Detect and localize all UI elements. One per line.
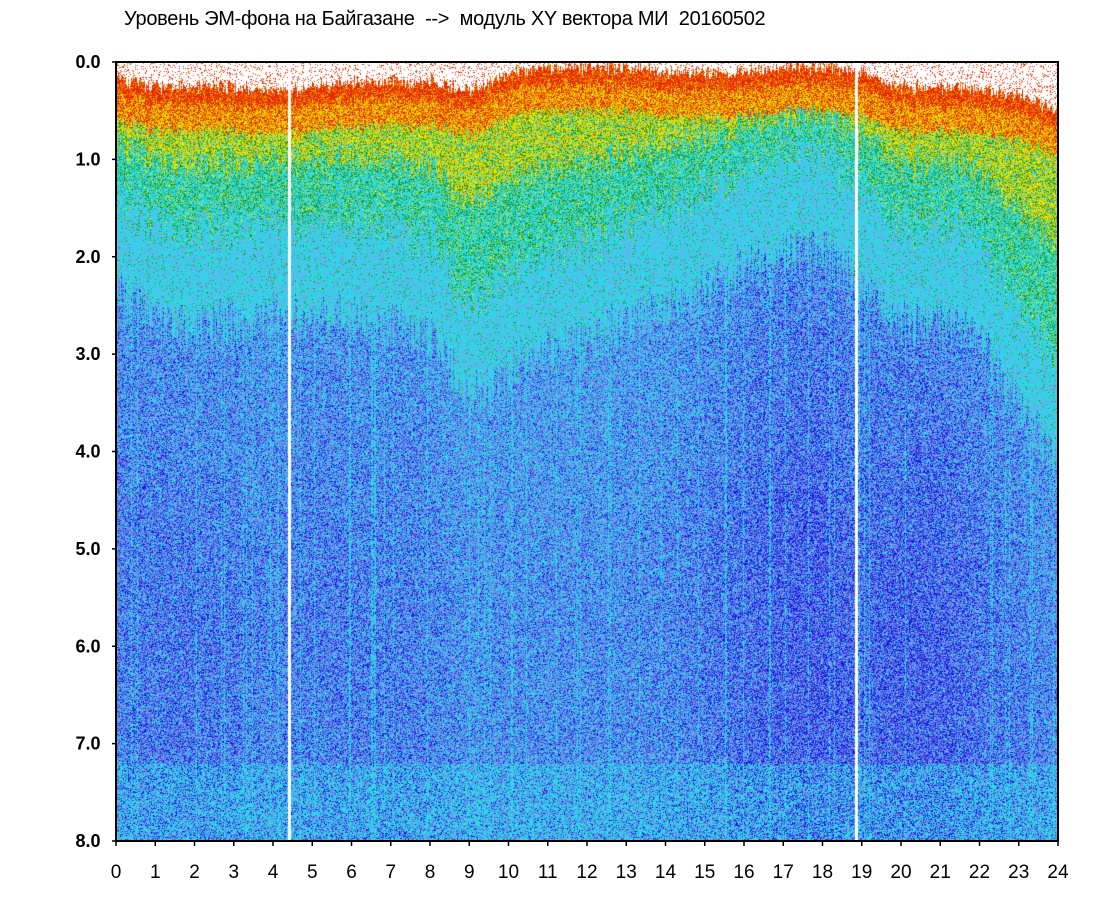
x-tick-label: 17: [773, 862, 794, 883]
x-tick-label: 0: [111, 862, 122, 883]
y-axis: 0.0 1.0 2.0 3.0 4.0 5.0 6.0 7.0 8.0: [75, 52, 116, 851]
x-tick-label: 21: [930, 862, 951, 883]
x-tick-label: 5: [307, 862, 318, 883]
plot-area: [115, 61, 1059, 842]
x-tick-label: 11: [538, 862, 558, 883]
y-tick-label: 0.0: [75, 52, 100, 72]
x-tick-label: 2: [189, 862, 200, 883]
heatmap-image: [116, 62, 1058, 841]
y-tick-label: 1.0: [75, 149, 100, 169]
x-tick-label: 18: [812, 862, 833, 883]
y-tick-label: 2.0: [75, 247, 100, 267]
x-tick-label: 6: [346, 862, 357, 883]
x-tick-label: 20: [890, 862, 911, 883]
y-tick-label: 3.0: [75, 344, 100, 364]
x-tick-label: 7: [385, 862, 396, 883]
x-tick-label: 8: [425, 862, 436, 883]
x-tick-label: 13: [616, 862, 637, 883]
x-tick-label: 24: [1047, 862, 1069, 883]
x-tick-label: 22: [969, 862, 990, 883]
x-tick-label: 9: [464, 862, 475, 883]
chart-title: Уровень ЭМ-фона на Байгазане --> модуль …: [124, 8, 766, 30]
x-tick-label: 14: [655, 862, 677, 883]
y-tick-label: 8.0: [75, 831, 100, 851]
x-tick-label: 10: [498, 862, 519, 883]
x-tick-label: 16: [733, 862, 754, 883]
x-tick-label: 15: [694, 862, 715, 883]
x-tick-label: 23: [1008, 862, 1029, 883]
y-tick-label: 7.0: [75, 734, 100, 754]
x-tick-label: 19: [851, 862, 872, 883]
x-tick-label: 12: [576, 862, 597, 883]
x-tick-label: 1: [150, 862, 161, 883]
y-tick-label: 6.0: [75, 636, 100, 656]
x-tick-label: 4: [268, 862, 279, 883]
y-tick-label: 5.0: [75, 539, 100, 559]
y-tick-label: 4.0: [75, 442, 100, 462]
x-axis: 0 1 2 3 4 5 6 7 8 9 10 11 12 13 14 15 16 17 18 19 20 21 22 23 24: [111, 841, 1069, 883]
x-tick-label: 3: [228, 862, 239, 883]
